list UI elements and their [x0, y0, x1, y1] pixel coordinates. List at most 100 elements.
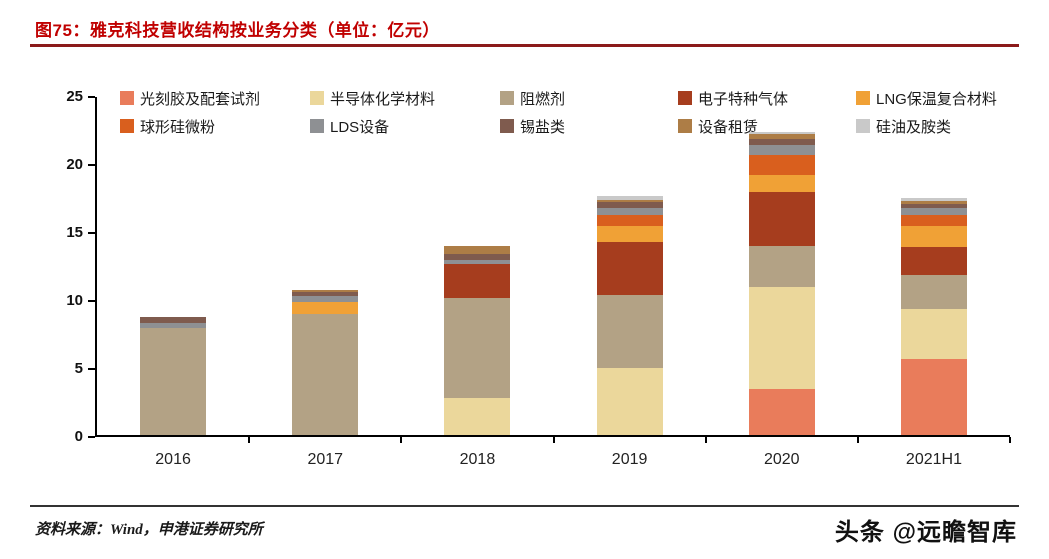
bar-segment [748, 138, 815, 146]
bar-segment [748, 154, 815, 176]
legend-label: 电子特种气体 [698, 90, 789, 108]
bar-segment [596, 202, 663, 208]
stacked-bar-2020 [748, 131, 815, 435]
footer-divider [30, 505, 1019, 507]
bar-segment [596, 241, 663, 295]
chart-legend: 光刻胶及配套试剂 半导体化学材料 阻燃剂 电子特种气体 LNG保温复合材料球形硅微粉 LD… [120, 84, 1000, 140]
bar-segment [900, 358, 967, 435]
legend-swatch-icon [310, 91, 324, 105]
bar-segment [444, 254, 511, 260]
bar-segment [900, 201, 967, 204]
bar-segment [900, 247, 967, 275]
x-axis-tick [856, 437, 859, 443]
bar-segment [900, 225, 967, 248]
legend-label: LNG保温复合材料 [876, 90, 997, 108]
stacked-bar-2016 [140, 316, 207, 435]
y-axis-label: 0 [74, 428, 83, 445]
source-note: 资料来源：Wind，申港证券研究所 [35, 522, 263, 538]
x-axis-label: 2020 [763, 451, 800, 468]
y-axis-label: 5 [74, 360, 83, 377]
legend-label: 锡盐类 [520, 118, 566, 136]
stacked-bar-2019 [596, 195, 663, 435]
bar-segment [900, 203, 967, 208]
bar-segment [748, 286, 815, 389]
stacked-bar-2017 [292, 289, 359, 435]
legend-item: 球形硅微粉 [120, 116, 310, 137]
stacked-bar-2018 [444, 245, 511, 435]
x-axis-label: 2021H1 [905, 451, 962, 468]
legend-label: 硅油及胺类 [876, 118, 952, 136]
bar-segment [748, 388, 815, 435]
legend-swatch-icon [120, 91, 134, 105]
bar-segment [596, 195, 663, 200]
legend-label: 设备租赁 [698, 118, 759, 136]
bar-segment [140, 327, 207, 435]
legend-swatch-icon [856, 91, 870, 105]
bar-segment [596, 368, 663, 435]
x-axis-tick [1009, 437, 1012, 443]
y-axis-tick [88, 96, 95, 98]
y-axis-label: 10 [66, 292, 83, 309]
x-axis-label: 2019 [611, 451, 648, 468]
legend-item: 设备租赁 [678, 116, 856, 137]
legend-label: 球形硅微粉 [140, 118, 216, 136]
bar-column: 2016 [97, 97, 251, 468]
bar-segment [444, 398, 511, 435]
plot-area: 2016 2017 2018 2019 2020 2021H1 0 5 10 15 20 25 [66, 88, 1012, 468]
legend-item: LNG保温复合材料 [856, 88, 1000, 109]
bar-segment [748, 145, 815, 155]
bar-column: 2019 [554, 97, 707, 468]
bar-segment [596, 214, 663, 226]
x-axis-label: 2016 [155, 451, 191, 468]
y-axis-tick [88, 232, 95, 234]
x-axis-tick [248, 437, 251, 443]
legend-label: 半导体化学材料 [330, 90, 436, 108]
bar-segment [596, 294, 663, 369]
legend-swatch-icon [500, 119, 514, 133]
legend-item: LDS设备 [310, 116, 500, 137]
y-axis-tick [88, 300, 95, 302]
bar-segment [748, 245, 815, 287]
bar-segment [140, 316, 207, 323]
y-axis-label: 25 [66, 88, 83, 105]
legend-swatch-icon [310, 119, 324, 133]
bar-column: 2018 [401, 97, 555, 468]
legend-item: 半导体化学材料 [310, 88, 500, 109]
bar-column: 2021H1 [858, 97, 1012, 468]
bar-segment [292, 296, 359, 302]
title-divider [30, 44, 1019, 47]
legend-swatch-icon [500, 91, 514, 105]
chart-title: 图75：雅克科技营收结构按业务分类（单位：亿元） [35, 21, 440, 40]
y-axis-tick [88, 368, 95, 370]
x-axis-tick [552, 437, 555, 443]
legend-item: 阻燃剂 [500, 88, 678, 109]
legend-swatch-icon [678, 91, 692, 105]
bar-segment [292, 313, 359, 435]
legend-item: 硅油及胺类 [856, 116, 1000, 137]
legend-item: 光刻胶及配套试剂 [120, 88, 310, 109]
y-axis-label: 15 [66, 224, 83, 241]
x-axis-label: 2017 [307, 451, 344, 468]
bar-segment [596, 207, 663, 215]
stacked-bar-2021H1 [900, 198, 967, 435]
bar-segment [444, 297, 511, 399]
bar-segment [900, 207, 967, 215]
legend-item: 电子特种气体 [678, 88, 856, 109]
bars-container: 2016 2017 2018 2019 2020 2021H1 [97, 97, 1012, 468]
bar-segment [748, 191, 815, 246]
bar-column: 2020 [706, 97, 859, 468]
x-axis-tick [400, 437, 403, 443]
bar-segment [292, 292, 359, 297]
bar-segment [748, 134, 815, 139]
x-axis-label: 2018 [459, 451, 496, 468]
bar-segment [900, 198, 967, 202]
legend-label: 光刻胶及配套试剂 [140, 90, 261, 108]
y-axis-tick [88, 164, 95, 166]
bar-segment [292, 301, 359, 314]
bar-segment [748, 131, 815, 135]
bar-segment [596, 199, 663, 203]
x-axis-tick [704, 437, 707, 443]
bar-segment [444, 263, 511, 298]
bar-segment [900, 274, 967, 309]
